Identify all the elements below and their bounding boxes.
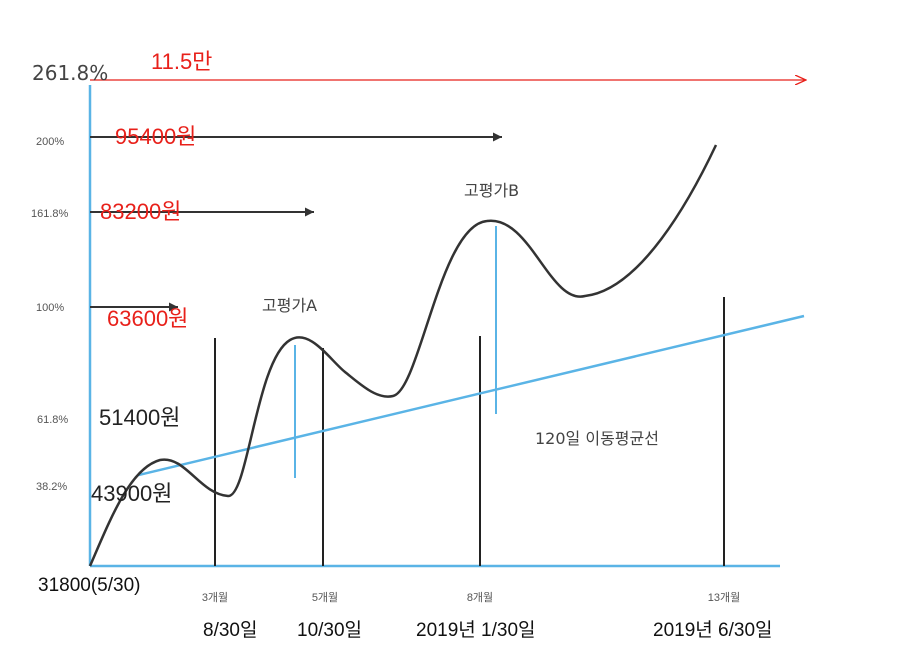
date-label-5: 10/30일 — [297, 620, 363, 641]
annotation-overvalued-a: 고평가A — [262, 296, 317, 315]
date-label-3: 8/30일 — [203, 620, 258, 641]
price-label-161: 83200원 — [100, 199, 182, 224]
price-label-200: 95400원 — [115, 124, 197, 149]
ratio-label-100: 100% — [36, 302, 64, 314]
month-label-13: 13개월 — [708, 591, 740, 604]
price-label-61: 51400원 — [99, 405, 181, 430]
price-label-100: 63600원 — [107, 306, 189, 331]
moving-average-label: 120일 이동평균선 — [535, 429, 659, 448]
price-label-38: 43900원 — [91, 481, 173, 506]
month-label-8: 8개월 — [467, 591, 493, 604]
ratio-label-161: 161.8% — [31, 208, 69, 220]
month-label-5: 5개월 — [312, 591, 338, 604]
ratio-label-261: 261.8% — [32, 61, 108, 85]
date-label-13: 2019년 6/30일 — [653, 620, 773, 641]
start-price-label: 31800(5/30) — [38, 575, 141, 596]
annotation-overvalued-b: 고평가B — [464, 181, 519, 200]
price-label-261: 11.5만 — [151, 49, 213, 74]
moving-average-line — [137, 314, 805, 477]
price-path — [88, 144, 718, 567]
ratio-label-38: 38.2% — [36, 481, 67, 493]
month-label-3: 3개월 — [202, 591, 228, 604]
ratio-label-61: 61.8% — [37, 414, 68, 426]
date-label-8: 2019년 1/30일 — [416, 620, 536, 641]
ratio-label-200: 200% — [36, 136, 64, 148]
